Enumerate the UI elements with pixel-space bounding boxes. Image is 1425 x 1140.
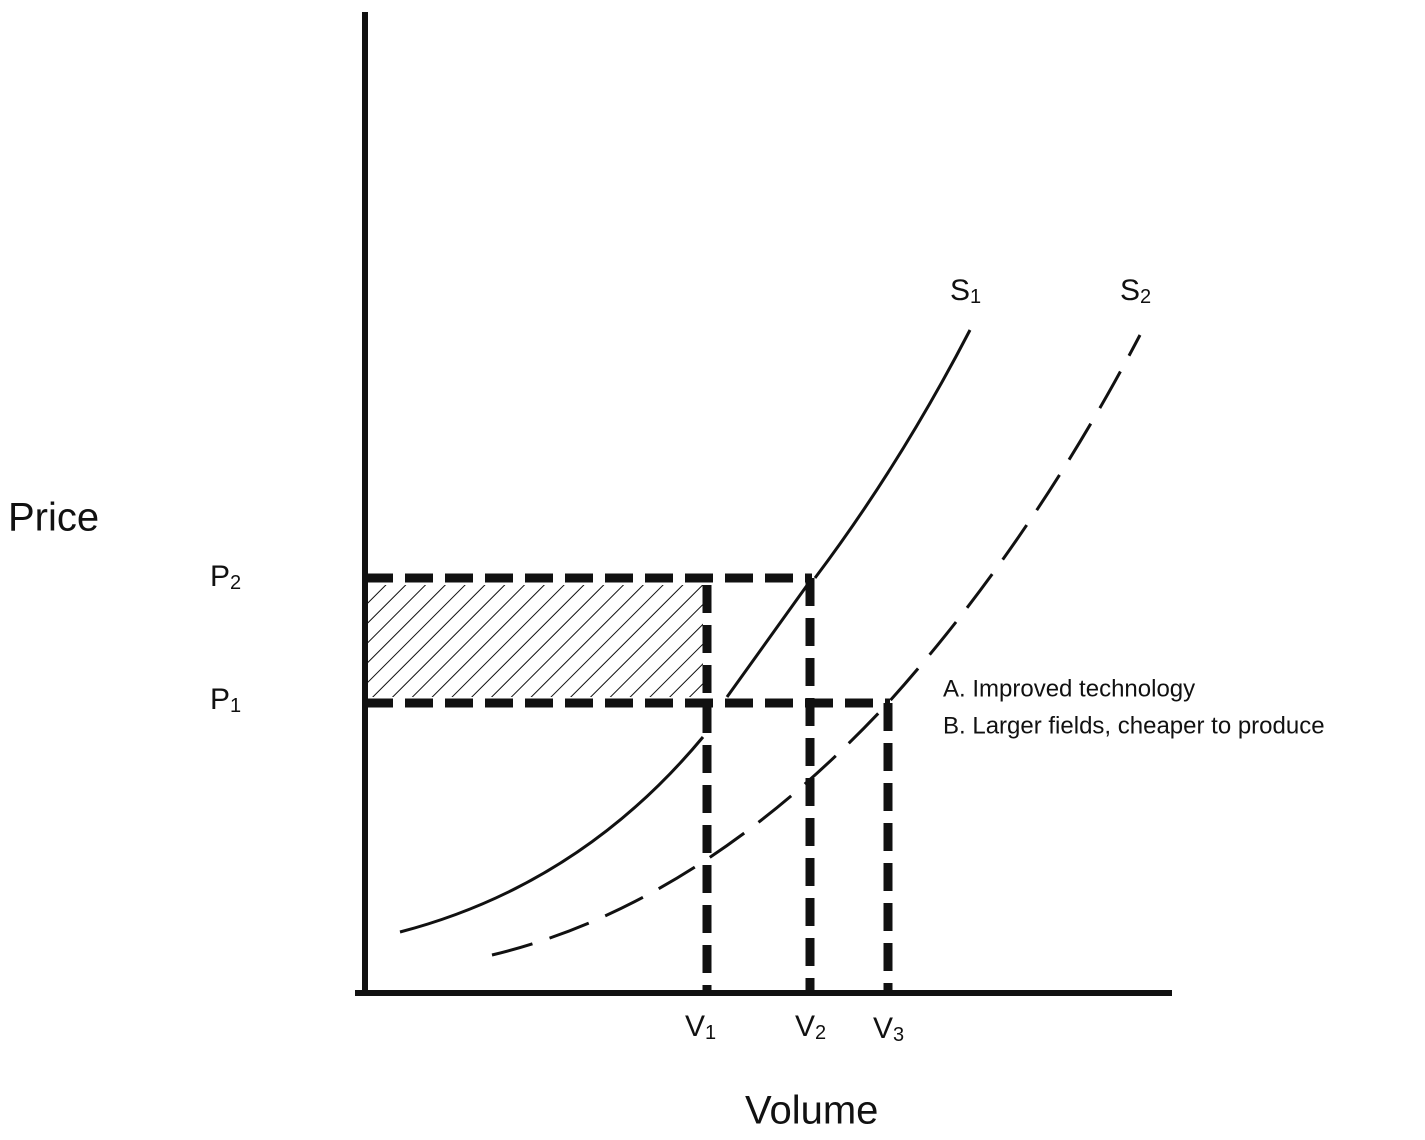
note: A. Improved technology (943, 675, 1195, 702)
x-axis-label: Volume (745, 1089, 878, 1133)
note: B. Larger fields, cheaper to produce (943, 712, 1325, 739)
curve-label: S2 (1120, 274, 1151, 308)
volume-label: V3 (873, 1012, 904, 1046)
supply-curve-s1 (399, 329, 972, 934)
shaded-area (366, 585, 703, 697)
price-label: P1 (210, 683, 241, 717)
volume-label: V1 (685, 1010, 716, 1044)
y-axis-label: Price (8, 496, 99, 540)
curve-label: S1 (950, 274, 981, 308)
price-label: P2 (210, 560, 241, 594)
volume-label: V2 (795, 1010, 826, 1044)
supply-curve-s2 (491, 334, 1142, 957)
